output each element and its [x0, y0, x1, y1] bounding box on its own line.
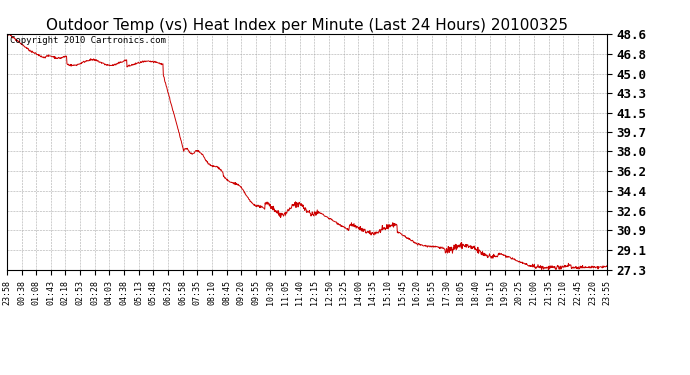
- Text: Copyright 2010 Cartronics.com: Copyright 2010 Cartronics.com: [10, 36, 166, 45]
- Title: Outdoor Temp (vs) Heat Index per Minute (Last 24 Hours) 20100325: Outdoor Temp (vs) Heat Index per Minute …: [46, 18, 568, 33]
